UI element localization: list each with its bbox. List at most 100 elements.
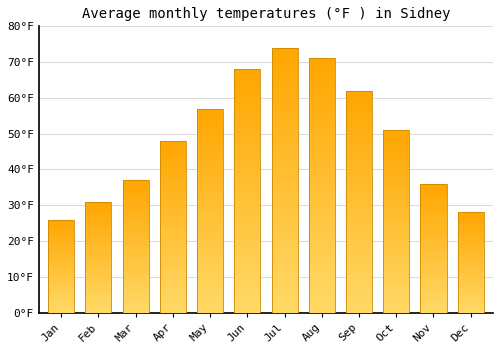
Bar [234,310,260,313]
Bar [86,310,112,312]
Bar [197,294,223,296]
Bar [458,279,483,280]
Bar [48,248,74,249]
Bar [197,302,223,304]
Bar [122,201,148,203]
Bar [308,209,335,211]
Bar [383,254,409,256]
Bar [383,241,409,243]
Bar [197,225,223,227]
Bar [420,231,446,233]
Bar [346,91,372,313]
Bar [122,186,148,187]
Bar [458,273,483,274]
Bar [122,192,148,194]
Bar [272,191,297,194]
Bar [122,234,148,236]
Bar [383,225,409,227]
Bar [458,236,483,237]
Bar [420,217,446,218]
Bar [308,130,335,132]
Bar [346,120,372,122]
Bar [308,102,335,104]
Bar [420,238,446,239]
Bar [420,230,446,231]
Bar [458,303,483,304]
Bar [197,133,223,135]
Bar [383,265,409,267]
Bar [458,293,483,294]
Bar [458,217,483,218]
Bar [48,236,74,237]
Bar [346,95,372,97]
Bar [346,91,372,93]
Bar [86,228,112,229]
Bar [308,153,335,155]
Bar [308,64,335,66]
Bar [197,217,223,219]
Bar [420,253,446,255]
Bar [48,300,74,301]
Bar [458,285,483,286]
Bar [160,204,186,206]
Bar [122,285,148,286]
Bar [272,286,297,289]
Bar [234,69,260,72]
Bar [346,226,372,228]
Bar [160,218,186,220]
Bar [272,249,297,252]
Bar [458,299,483,300]
Bar [420,218,446,220]
Bar [160,193,186,194]
Bar [420,255,446,256]
Bar [160,156,186,158]
Bar [458,214,483,215]
Bar [420,194,446,195]
Bar [458,228,483,229]
Bar [122,189,148,191]
Bar [48,246,74,247]
Bar [308,173,335,175]
Bar [197,296,223,298]
Bar [197,176,223,178]
Bar [308,298,335,300]
Bar [48,288,74,289]
Bar [346,279,372,281]
Bar [197,206,223,209]
Bar [346,271,372,273]
Bar [458,258,483,259]
Bar [458,257,483,258]
Bar [272,61,297,64]
Bar [122,302,148,303]
Bar [272,241,297,244]
Bar [234,232,260,235]
Bar [48,277,74,278]
Bar [234,179,260,181]
Bar [86,237,112,238]
Bar [48,219,74,220]
Bar [383,294,409,296]
Bar [48,297,74,298]
Bar [234,308,260,310]
Bar [160,237,186,239]
Bar [234,125,260,128]
Bar [308,198,335,201]
Bar [122,248,148,249]
Bar [48,255,74,256]
Bar [272,204,297,207]
Bar [383,219,409,221]
Bar [48,311,74,312]
Bar [234,293,260,296]
Bar [160,187,186,189]
Bar [458,282,483,284]
Bar [48,307,74,308]
Bar [383,227,409,229]
Bar [383,234,409,236]
Bar [308,191,335,193]
Bar [458,247,483,248]
Bar [122,207,148,208]
Bar [122,199,148,200]
Bar [308,79,335,81]
Bar [197,280,223,282]
Bar [122,232,148,233]
